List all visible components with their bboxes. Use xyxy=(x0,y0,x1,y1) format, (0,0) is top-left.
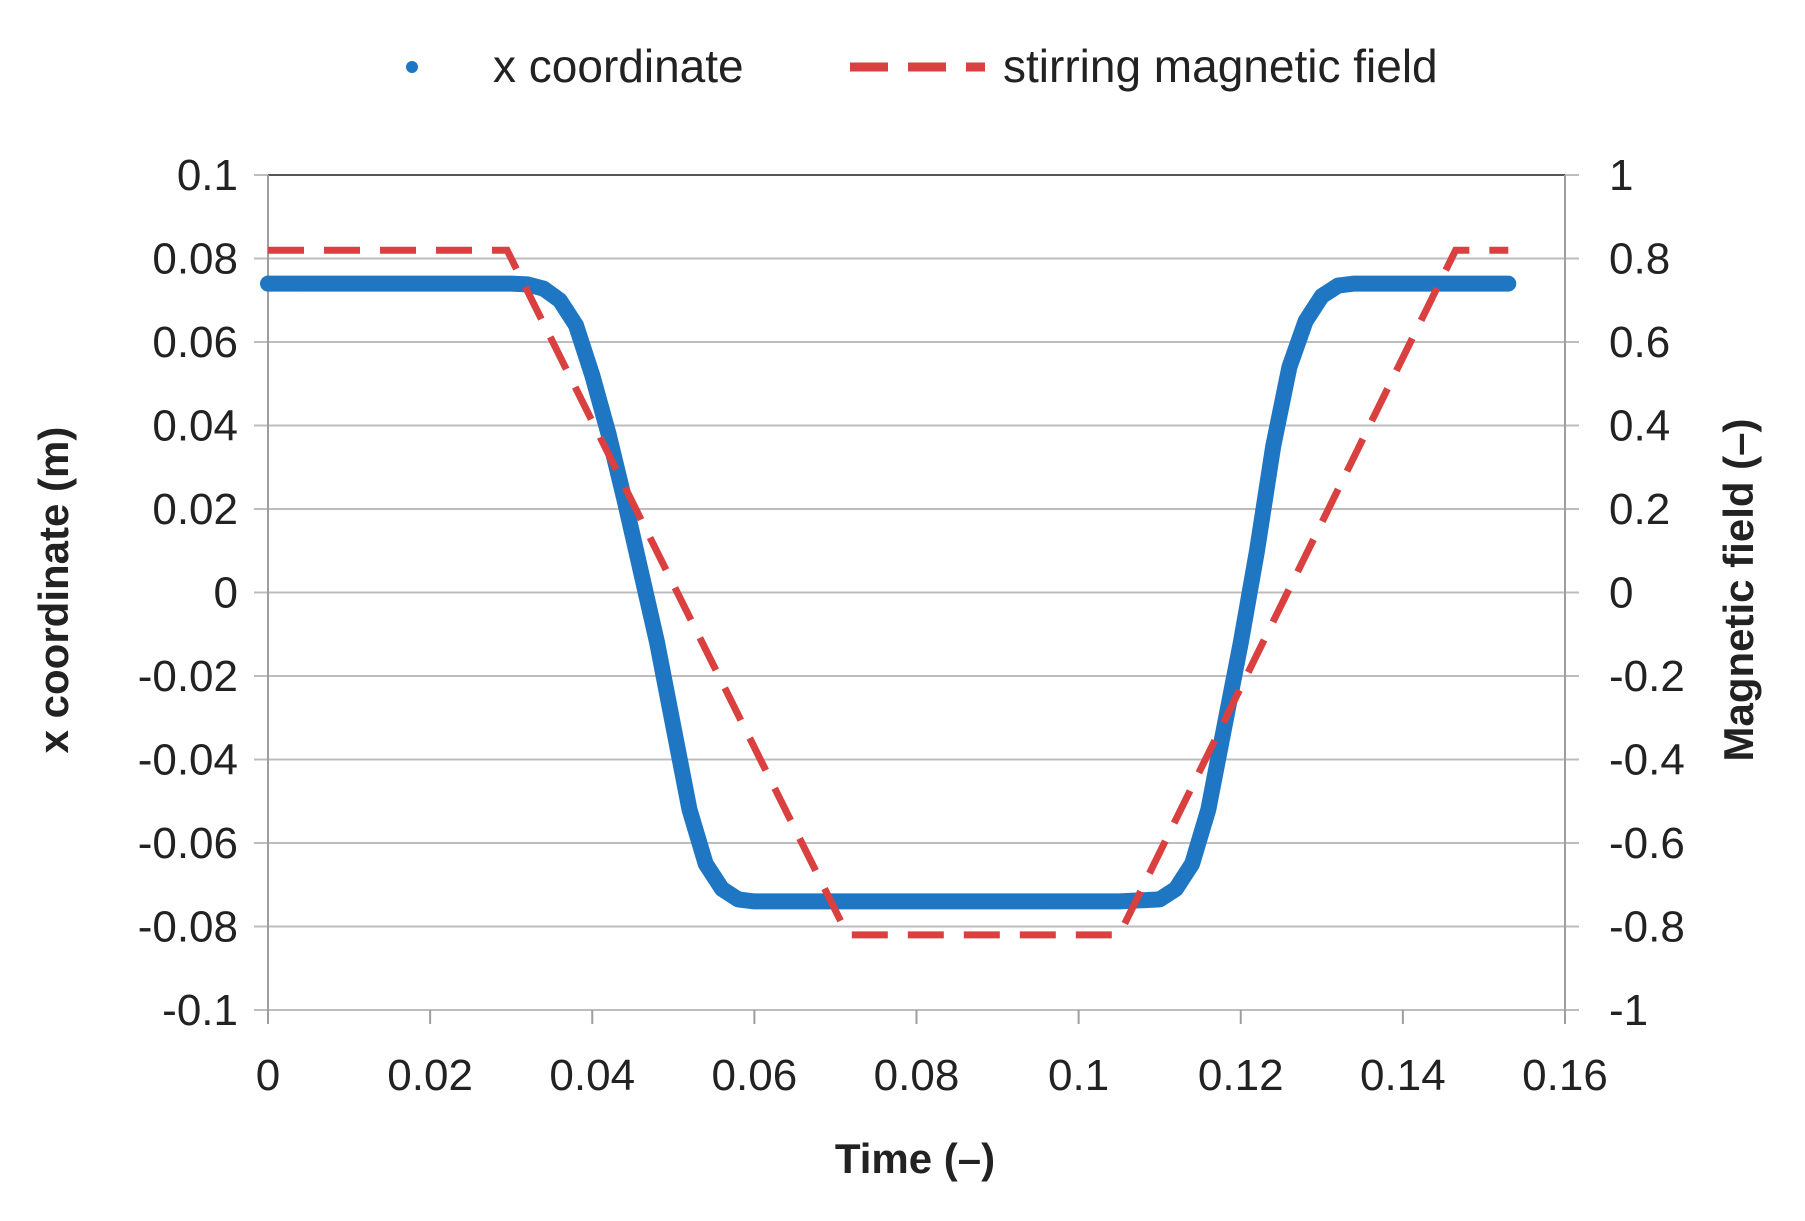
x-tick-label: 0.08 xyxy=(874,1051,960,1100)
y2-tick-label: -0.4 xyxy=(1609,736,1685,785)
data-point-x-coordinate xyxy=(423,276,438,291)
y2-tick-label: -1 xyxy=(1609,986,1648,1035)
x-tick-label: 0.04 xyxy=(549,1051,635,1100)
y-tick-label: 0.06 xyxy=(152,318,238,367)
y-tick-label: -0.04 xyxy=(138,736,238,785)
y-tick-label: 0.04 xyxy=(152,402,238,451)
data-point-x-coordinate xyxy=(950,894,965,909)
data-point-x-coordinate xyxy=(1249,543,1264,558)
y-tick-label: -0.1 xyxy=(162,986,238,1035)
data-point-x-coordinate xyxy=(1071,894,1086,909)
legend-label-stirring-magnetic-field: stirring magnetic field xyxy=(1003,40,1438,92)
data-point-x-coordinate xyxy=(1031,894,1046,909)
data-point-x-coordinate xyxy=(1282,360,1297,375)
y-tick-label: 0.02 xyxy=(152,485,238,534)
x-tick-label: 0.12 xyxy=(1198,1051,1284,1100)
data-point-x-coordinate xyxy=(1501,276,1516,291)
data-point-x-coordinate xyxy=(714,881,729,896)
data-point-x-coordinate xyxy=(463,276,478,291)
data-point-x-coordinate xyxy=(601,426,616,441)
x-tick-label: 0.14 xyxy=(1360,1051,1446,1100)
y2-tick-label: 0 xyxy=(1609,569,1633,618)
x-axis: 0 0.02 0.04 0.06 0.08 0.1 0.12 0.14 0.16 xyxy=(256,1010,1608,1100)
series-line-stirring-magnetic-field xyxy=(268,246,1509,939)
data-point-x-coordinate xyxy=(1266,439,1281,454)
data-point-x-coordinate xyxy=(650,635,665,650)
data-point-x-coordinate xyxy=(633,564,648,579)
data-point-x-coordinate xyxy=(1112,894,1127,909)
y2-tick-label: -0.8 xyxy=(1609,903,1685,952)
data-point-x-coordinate xyxy=(747,894,762,909)
data-point-x-coordinate xyxy=(536,281,551,296)
data-point-x-coordinate xyxy=(382,276,397,291)
y-tick-label: 0.08 xyxy=(152,235,238,284)
y2-tick-label: 0.4 xyxy=(1609,402,1670,451)
y-axis-title: x coordinate (m) xyxy=(30,427,77,754)
y2-tick-label: 0.2 xyxy=(1609,485,1670,534)
y-tick-label: 0 xyxy=(214,569,238,618)
y-tick-label: -0.02 xyxy=(138,652,238,701)
data-point-x-coordinate xyxy=(1436,276,1451,291)
data-point-x-coordinate xyxy=(1476,276,1491,291)
y-tick-label: 0.1 xyxy=(177,151,238,200)
data-point-x-coordinate xyxy=(990,894,1005,909)
data-point-x-coordinate xyxy=(569,318,584,333)
x-tick-label: 0.16 xyxy=(1522,1051,1608,1100)
data-point-x-coordinate xyxy=(666,719,681,734)
x-tick-label: 0.02 xyxy=(387,1051,473,1100)
legend-label-x-coordinate: x coordinate xyxy=(493,40,744,92)
x-tick-label: 0 xyxy=(256,1051,280,1100)
legend: x coordinate stirring magnetic field xyxy=(406,40,1438,92)
data-point-x-coordinate xyxy=(261,276,275,291)
data-point-x-coordinate xyxy=(1331,278,1346,293)
gridlines xyxy=(254,174,1579,1024)
data-point-x-coordinate xyxy=(909,894,924,909)
data-point-x-coordinate xyxy=(1314,289,1329,304)
data-point-x-coordinate xyxy=(698,856,713,871)
data-point-x-coordinate xyxy=(1395,276,1410,291)
data-point-x-coordinate xyxy=(731,892,746,907)
y-axis-left: -0.1 -0.08 -0.06 -0.04 -0.02 0 0.02 0.04 0.06 0.0… xyxy=(138,151,238,1035)
y2-tick-label: 0.8 xyxy=(1609,235,1670,284)
data-point-x-coordinate xyxy=(682,802,697,817)
data-point-x-coordinate xyxy=(301,276,316,291)
data-point-x-coordinate xyxy=(868,894,883,909)
x-axis-title: Time (–) xyxy=(835,1135,995,1182)
y2-tick-label: 0.6 xyxy=(1609,318,1670,367)
data-point-x-coordinate xyxy=(1201,802,1216,817)
y2-tick-label: 1 xyxy=(1609,151,1633,200)
legend-marker-x-coordinate xyxy=(406,61,418,73)
data-point-x-coordinate xyxy=(504,276,519,291)
x-tick-label: 0.1 xyxy=(1048,1051,1109,1100)
y-tick-label: -0.08 xyxy=(138,903,238,952)
data-point-x-coordinate xyxy=(1233,635,1248,650)
data-point-x-coordinate xyxy=(552,293,567,308)
data-point-x-coordinate xyxy=(1168,881,1183,896)
y2-axis-title: Magnetic field (–) xyxy=(1715,418,1762,761)
y2-tick-label: -0.2 xyxy=(1609,652,1685,701)
data-point-x-coordinate xyxy=(1152,892,1167,907)
y2-tick-label: -0.6 xyxy=(1609,819,1685,868)
series xyxy=(260,246,1517,939)
data-point-x-coordinate xyxy=(1185,856,1200,871)
y-axis-right: -1 -0.8 -0.6 -0.4 -0.2 0 0.2 0.4 0.6 0.8 1 xyxy=(1609,151,1685,1035)
data-point-x-coordinate xyxy=(342,276,357,291)
data-point-x-coordinate xyxy=(1347,276,1362,291)
x-tick-label: 0.06 xyxy=(712,1051,798,1100)
data-point-x-coordinate xyxy=(585,368,600,383)
data-point-x-coordinate xyxy=(1363,276,1378,291)
data-point-x-coordinate xyxy=(1217,719,1232,734)
data-point-x-coordinate xyxy=(1298,314,1313,329)
y-tick-label: -0.06 xyxy=(138,819,238,868)
data-point-x-coordinate xyxy=(787,894,802,909)
